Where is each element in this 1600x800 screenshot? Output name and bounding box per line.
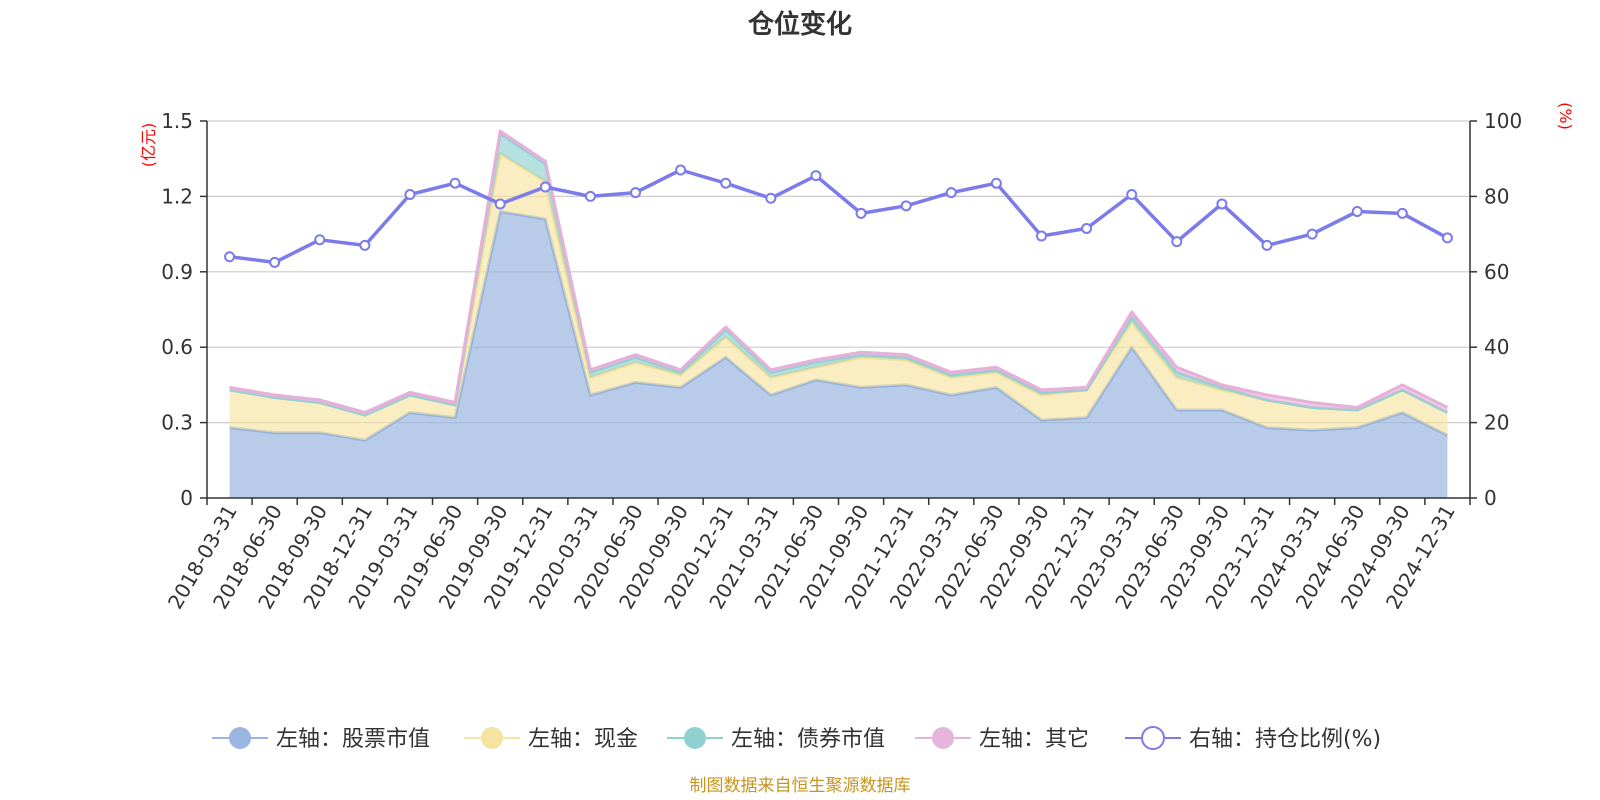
ratio-point <box>494 198 506 210</box>
ratio-point <box>1171 236 1183 248</box>
ratio-point <box>1351 205 1363 217</box>
ratio-line-path <box>229 168 1449 265</box>
left-axis-tick-label: 1.5 <box>161 109 193 133</box>
legend: 左轴：股票市值 左轴：现金 左轴：债券市值 左轴：其它 右轴：持仓比例(%) <box>212 726 1381 752</box>
left-axis-unit: (亿元) <box>139 123 158 168</box>
ratio-point <box>1126 189 1138 201</box>
legend-label: 左轴：其它 <box>979 727 1089 752</box>
ratio-point <box>314 234 326 246</box>
ratio-point <box>855 207 867 219</box>
ratio-point <box>359 239 371 251</box>
area-1 <box>229 211 1448 498</box>
legend-label: 左轴：股票市值 <box>276 727 430 752</box>
legend-label: 左轴：债券市值 <box>731 727 885 752</box>
right-axis-tick-label: 20 <box>1484 411 1509 435</box>
ratio-point <box>945 187 957 199</box>
ratio-line <box>224 164 1453 268</box>
legend-marker <box>1141 726 1165 750</box>
right-axis-tick-label: 40 <box>1484 335 1509 359</box>
ratio-point <box>224 251 236 263</box>
legend-label: 左轴：现金 <box>528 727 638 752</box>
chart-title: 仓位变化 <box>747 9 852 40</box>
ratio-point <box>449 177 461 189</box>
ratio-point <box>630 187 642 199</box>
ratio-point <box>584 190 596 202</box>
legend-marker <box>481 727 503 749</box>
area-4 <box>229 131 1448 416</box>
source-note: 制图数据来自恒生聚源数据库 <box>690 776 911 796</box>
left-axis-tick-label: 0 <box>180 486 193 510</box>
area-line-4 <box>229 129 1449 414</box>
ratio-point <box>810 170 822 182</box>
ratio-point <box>1441 232 1453 244</box>
ratio-point <box>1261 239 1273 251</box>
legend-marker <box>229 727 251 749</box>
stacked-areas <box>229 129 1449 498</box>
right-axis-tick-label: 0 <box>1484 486 1497 510</box>
left-axis-tick-label: 0.3 <box>161 411 193 435</box>
left-axis-tick-label: 0.6 <box>161 335 193 359</box>
left-axis-tick-label: 1.2 <box>161 184 193 208</box>
ratio-point <box>900 200 912 212</box>
ratio-point <box>1306 228 1318 240</box>
ratio-point <box>269 256 281 268</box>
ratio-point <box>720 177 732 189</box>
right-axis-unit: (%) <box>1556 102 1575 130</box>
right-axis-tick-label: 60 <box>1484 260 1509 284</box>
ratio-point <box>675 164 687 176</box>
ratio-point <box>539 181 551 193</box>
right-axis-tick-label: 80 <box>1484 184 1509 208</box>
ratio-point <box>765 192 777 204</box>
ratio-point <box>1396 207 1408 219</box>
legend-label: 右轴：持仓比例(%) <box>1189 727 1381 752</box>
ratio-point <box>1035 230 1047 242</box>
legend-marker <box>684 727 706 749</box>
left-axis-tick-label: 0.9 <box>161 260 193 284</box>
legend-marker <box>932 727 954 749</box>
ratio-point <box>1081 222 1093 234</box>
ratio-point <box>1216 198 1228 210</box>
ratio-point <box>990 177 1002 189</box>
ratio-point <box>404 189 416 201</box>
right-axis-tick-label: 100 <box>1484 109 1522 133</box>
